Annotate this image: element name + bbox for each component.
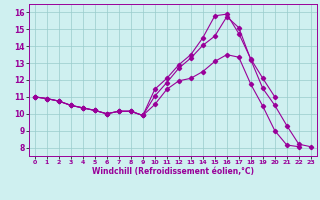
X-axis label: Windchill (Refroidissement éolien,°C): Windchill (Refroidissement éolien,°C) bbox=[92, 167, 254, 176]
